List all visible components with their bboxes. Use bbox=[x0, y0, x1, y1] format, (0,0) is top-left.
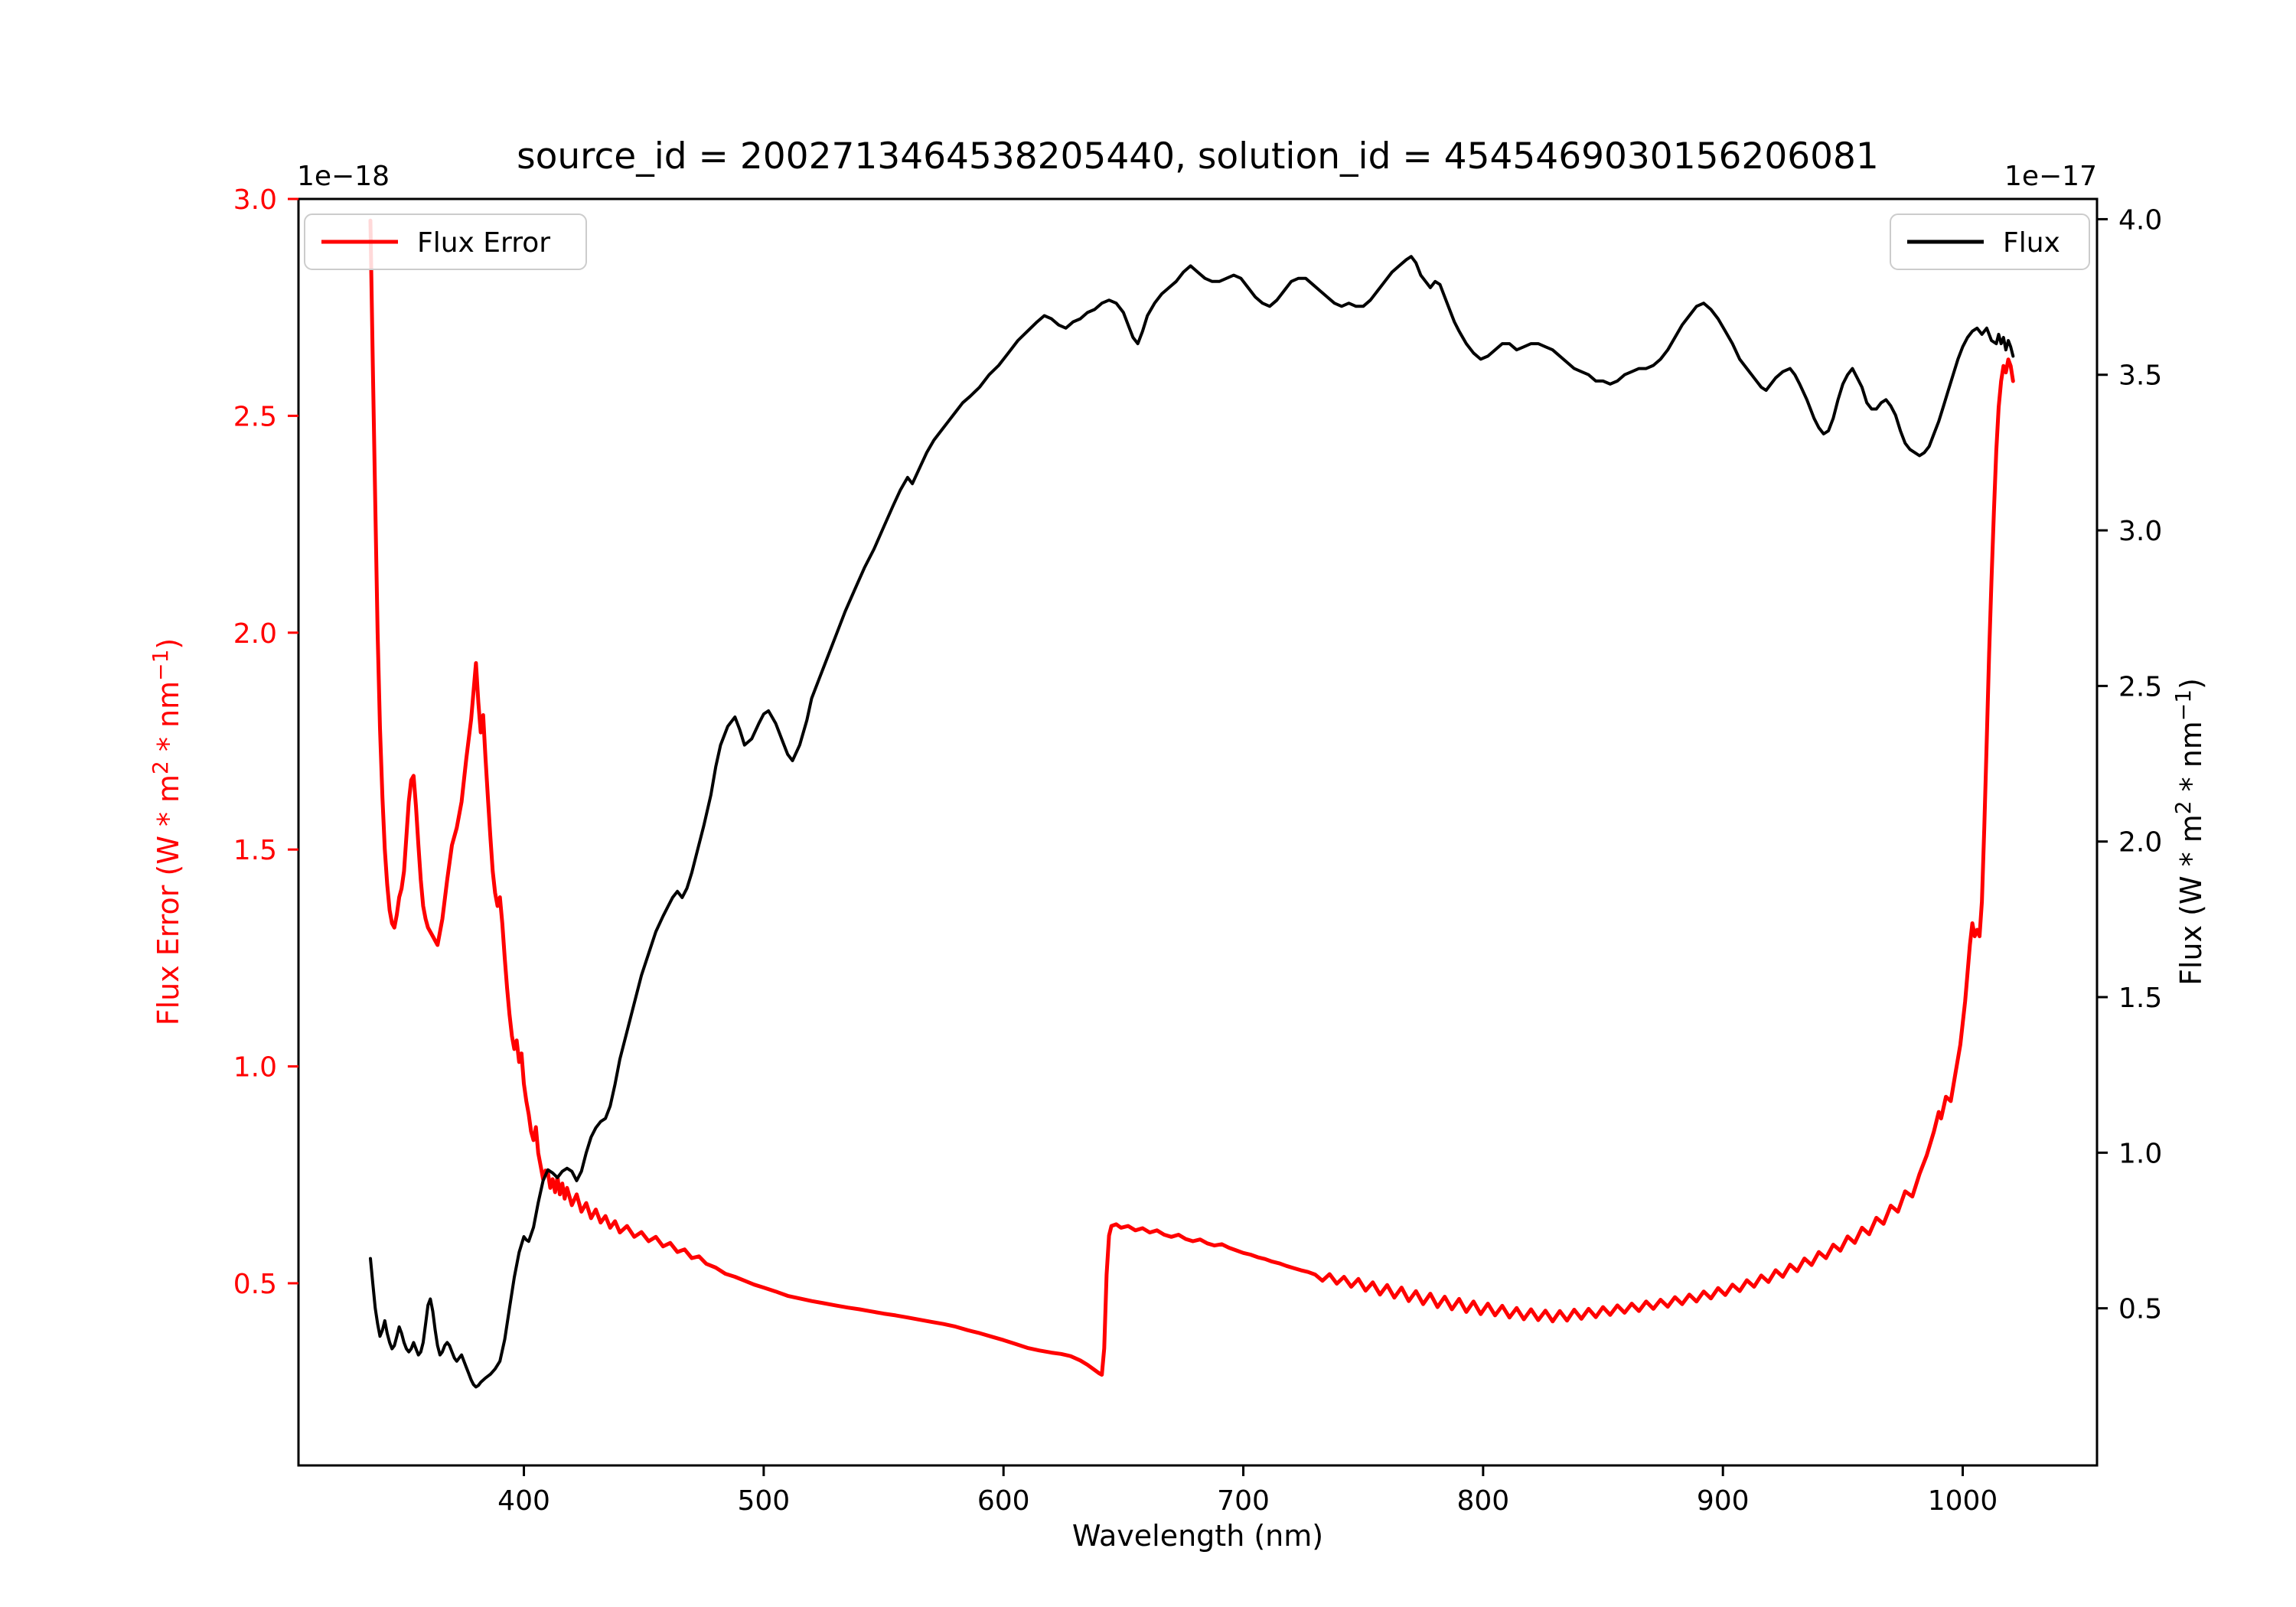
left-axis-label: Flux Error (W * m2 * nm−1) bbox=[148, 638, 185, 1026]
right-axis-label: Flux (W * m2 * nm−1) bbox=[2170, 678, 2208, 986]
legend-flux-error-label: Flux Error bbox=[417, 227, 550, 259]
x-tick-label: 1000 bbox=[1928, 1485, 1998, 1517]
right-y-tick-label: 4.0 bbox=[2118, 204, 2162, 236]
series-flux bbox=[369, 255, 2015, 1389]
chart-title: source_id = 2002713464538205440, solutio… bbox=[517, 135, 1879, 178]
right-y-tick-label: 0.5 bbox=[2118, 1294, 2162, 1325]
x-tick-label: 500 bbox=[738, 1485, 791, 1517]
axes-layer: 400 500 600 700 800 900 1000 0.5 1.0 1.5 2.0 2.5 3.0… bbox=[233, 184, 2163, 1517]
legend-flux-box bbox=[1890, 214, 2090, 270]
legend-flux-error: Flux Error bbox=[304, 214, 587, 270]
x-tick-label: 700 bbox=[1217, 1485, 1270, 1517]
x-tick-label: 900 bbox=[1697, 1485, 1750, 1517]
right-y-tick-label: 3.5 bbox=[2118, 360, 2162, 392]
legend-flux: Flux bbox=[1890, 214, 2090, 270]
right-axis-offset: 1e−17 bbox=[2004, 161, 2097, 192]
left-y-tick-label: 2.0 bbox=[233, 618, 277, 650]
series-flux-error bbox=[368, 218, 2015, 1377]
left-axis-offset: 1e−18 bbox=[297, 161, 390, 192]
x-tick-label: 600 bbox=[977, 1485, 1030, 1517]
series-layer bbox=[368, 218, 2015, 1389]
legend-flux-error-box bbox=[304, 214, 587, 270]
left-y-tick-label: 2.5 bbox=[233, 401, 277, 432]
right-y-tick-label: 2.5 bbox=[2118, 671, 2162, 702]
x-tick-label: 800 bbox=[1457, 1485, 1510, 1517]
left-y-tick-label: 1.5 bbox=[233, 835, 277, 866]
x-tick-label: 400 bbox=[497, 1485, 550, 1517]
right-y-tick-label: 3.0 bbox=[2118, 516, 2162, 547]
right-y-tick-label: 1.0 bbox=[2118, 1138, 2162, 1169]
left-y-tick-label: 3.0 bbox=[233, 184, 277, 216]
plot-frame bbox=[297, 197, 2099, 1467]
left-y-tick-label: 0.5 bbox=[233, 1269, 277, 1300]
legend-flux-label: Flux bbox=[2003, 227, 2060, 259]
right-y-tick-label: 2.0 bbox=[2118, 827, 2162, 859]
left-y-tick-label: 1.0 bbox=[233, 1052, 277, 1084]
right-y-tick-label: 1.5 bbox=[2118, 983, 2162, 1014]
x-axis-label: Wavelength (nm) bbox=[1072, 1519, 1323, 1553]
